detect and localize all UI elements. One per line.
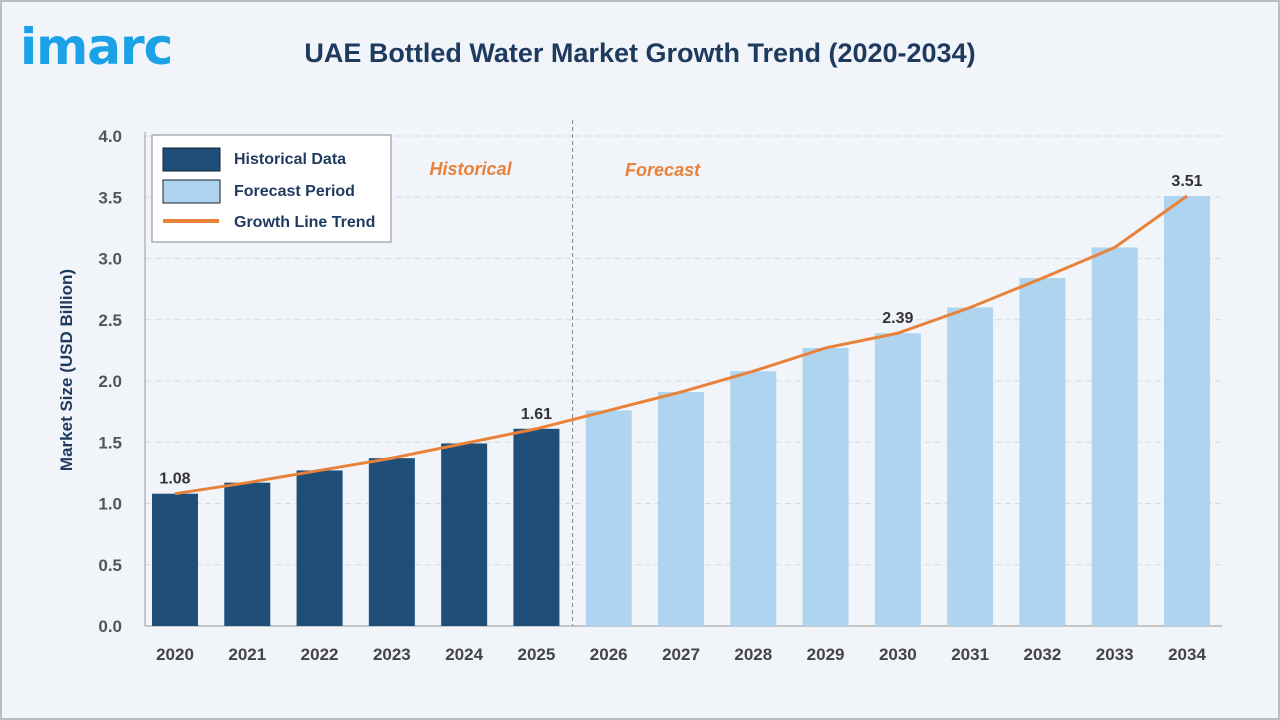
data-label: 1.08	[159, 471, 190, 488]
bar-2031	[947, 307, 994, 626]
bar-2029	[802, 347, 849, 626]
x-tick-label: 2025	[518, 645, 556, 664]
x-tick-label: 2034	[1168, 645, 1206, 664]
bar-2026	[585, 410, 632, 626]
x-tick-label: 2022	[301, 645, 339, 664]
y-tick-label: 4.0	[98, 127, 122, 146]
imarc-logo: imarc	[20, 18, 173, 76]
bar-2024	[441, 443, 488, 626]
x-tick-label: 2021	[228, 645, 266, 664]
x-tick-label: 2028	[734, 645, 772, 664]
bar-2032	[1019, 278, 1066, 626]
legend-label: Forecast Period	[234, 183, 355, 200]
data-label: 2.39	[882, 310, 913, 327]
y-tick-label: 3.5	[98, 188, 122, 207]
x-tick-label: 2024	[445, 645, 483, 664]
y-tick-label: 2.0	[98, 372, 122, 391]
data-label: 3.51	[1171, 173, 1202, 190]
x-tick-label: 2033	[1096, 645, 1134, 664]
y-axis-label: Market Size (USD Billion)	[57, 269, 76, 471]
x-tick-label: 2020	[156, 645, 194, 664]
x-tick-label: 2027	[662, 645, 700, 664]
bar-2025	[513, 428, 560, 626]
x-tick-label: 2032	[1024, 645, 1062, 664]
annotation-forecast: Forecast	[625, 160, 701, 180]
bar-2021	[224, 482, 271, 626]
bar-2022	[296, 470, 343, 626]
growth-trend-line	[174, 194, 1188, 496]
y-tick-label: 1.0	[98, 495, 122, 514]
bar-2034	[1164, 196, 1210, 626]
data-label: 1.61	[521, 406, 552, 423]
chart-title: UAE Bottled Water Market Growth Trend (2…	[304, 38, 976, 68]
bar-2020	[152, 493, 198, 626]
bar-2033	[1091, 247, 1138, 626]
annotation-historical: Historical	[430, 159, 513, 179]
y-tick-label: 0.5	[98, 556, 122, 575]
bar-2030	[874, 333, 921, 626]
x-tick-label: 2030	[879, 645, 917, 664]
bar-2028	[730, 371, 777, 626]
legend-swatch-historical	[162, 147, 221, 172]
legend-label: Growth Line Trend	[234, 214, 375, 231]
y-tick-label: 3.0	[98, 250, 122, 269]
legend-swatch-forecast	[162, 179, 221, 204]
x-tick-label: 2023	[373, 645, 411, 664]
bar-2023	[368, 458, 415, 626]
y-tick-label: 0.0	[98, 617, 122, 636]
bar-2027	[658, 392, 704, 626]
legend-label: Historical Data	[234, 151, 346, 168]
y-tick-label: 1.5	[98, 433, 122, 452]
x-tick-label: 2026	[590, 645, 628, 664]
y-tick-label: 2.5	[98, 311, 122, 330]
x-tick-label: 2029	[807, 645, 845, 664]
x-tick-label: 2031	[951, 645, 989, 664]
